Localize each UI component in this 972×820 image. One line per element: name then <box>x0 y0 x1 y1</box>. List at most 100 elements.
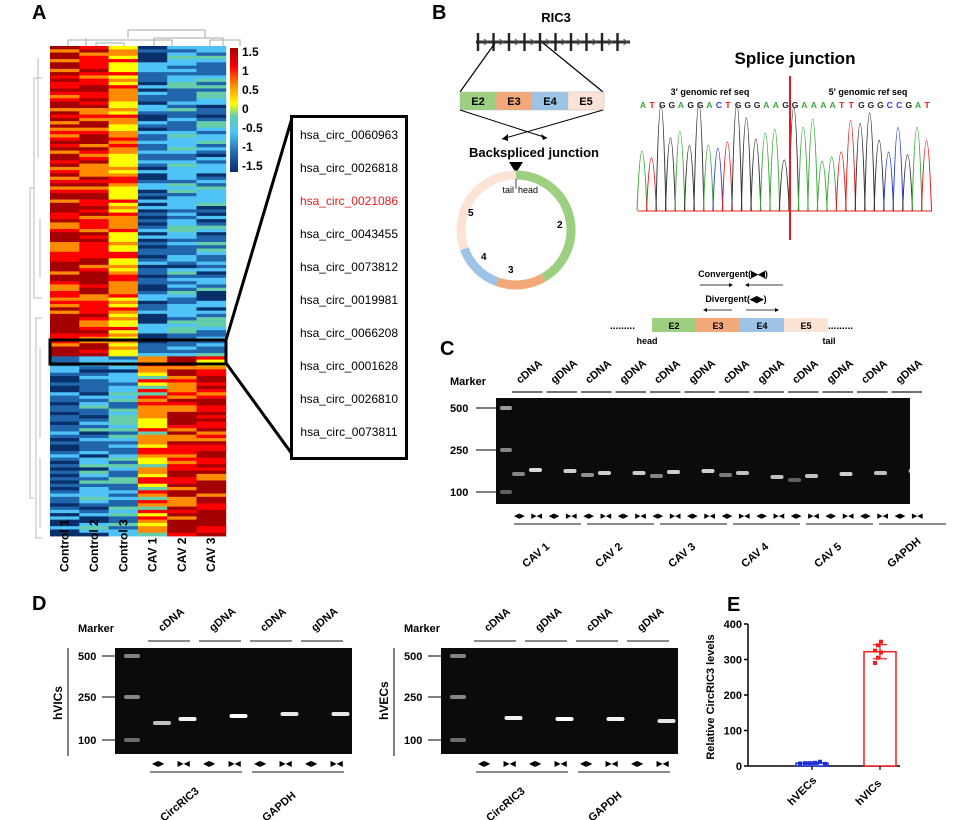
primer-icon: ▶◀ <box>657 759 670 768</box>
heatmap-cell <box>137 431 168 436</box>
heatmap-cell <box>167 95 197 99</box>
heatmap-cell <box>196 196 227 200</box>
data-point <box>813 760 817 765</box>
heatmap-cell <box>50 487 80 491</box>
gel-band <box>124 654 140 658</box>
heatmap-cell <box>137 509 168 514</box>
heatmap-cell <box>50 179 80 184</box>
heatmap-cell <box>79 163 109 168</box>
heatmap-cell <box>108 176 139 181</box>
heatmap-cell <box>108 242 139 246</box>
base-letter: A <box>773 100 779 110</box>
base-letter: G <box>877 100 884 110</box>
ref3-label: 3′ genomic ref seq <box>671 87 750 97</box>
circ-segment <box>515 170 576 282</box>
heatmap-cell <box>167 473 197 478</box>
heatmap-cell <box>79 238 109 243</box>
heatmap-cell <box>79 307 109 311</box>
heatmap-cell <box>167 121 197 125</box>
primer-icon: ▶◀ <box>704 513 715 520</box>
heatmap-cell <box>167 284 197 289</box>
heatmap-cell <box>79 323 109 328</box>
heatmap-cell <box>167 225 197 230</box>
heatmap-cell <box>137 183 168 187</box>
heatmap-cell <box>137 405 168 409</box>
heatmap-cell <box>196 176 227 181</box>
primer-icon: ◀▶ <box>756 513 767 520</box>
primer-icon: ▶◀ <box>178 759 191 768</box>
trace-peak <box>873 139 885 212</box>
heatmap-cell <box>79 490 109 494</box>
group-label: GAPDH <box>260 790 298 820</box>
base-letter: A <box>640 100 646 110</box>
heatmap-cell <box>167 418 197 423</box>
heatmap-cell <box>79 101 109 106</box>
data-point <box>876 643 880 648</box>
heatmap-cell <box>50 150 80 155</box>
heatmap-cell <box>50 212 80 217</box>
base-letter: A <box>763 100 769 110</box>
gene-exon <box>616 33 619 51</box>
heatmap-cell <box>167 88 197 93</box>
heatmap-cell <box>108 513 139 517</box>
heatmap-cell <box>79 160 109 164</box>
heatmap-cell <box>108 81 139 86</box>
heatmap-cell <box>196 490 227 494</box>
heatmap-cell <box>50 451 80 455</box>
heatmap-cell <box>79 277 109 282</box>
heatmap-cell <box>50 438 80 442</box>
heatmap-cell <box>50 500 80 504</box>
heatmap-cell <box>79 228 109 233</box>
heatmap-cell <box>167 127 197 132</box>
heatmap-cell <box>196 255 227 259</box>
heatmap-cell <box>167 522 197 527</box>
heatmap-cell <box>167 415 197 419</box>
heatmap-cell <box>50 421 80 426</box>
heatmap-cell <box>196 150 227 155</box>
marker-label: Marker <box>78 623 115 635</box>
segment-label: 4 <box>481 252 487 263</box>
heatmap-cell <box>196 114 227 119</box>
heatmap-cell <box>50 111 80 115</box>
heatmap-cell <box>196 88 227 93</box>
heatmap-cell <box>79 78 109 83</box>
heatmap-cell <box>167 147 197 151</box>
heatmap-cell <box>108 166 139 171</box>
heatmap-cell <box>79 215 109 220</box>
heatmap-cell <box>108 212 139 217</box>
heatmap-cell <box>50 144 80 148</box>
heatmap-cell <box>50 392 80 396</box>
gel-image <box>115 648 352 754</box>
lane-label: cDNA <box>584 606 615 634</box>
heatmap-cell <box>196 98 227 102</box>
lane-label: gDNA <box>618 357 649 386</box>
heatmap-cell <box>79 62 109 66</box>
circrna-item: hsa_circ_0060963 <box>299 128 399 142</box>
heatmap-cell <box>167 104 197 109</box>
heatmap-cell <box>137 72 168 76</box>
heatmap-cell <box>137 264 168 269</box>
heatmap-cell <box>137 287 168 292</box>
heatmap-cell <box>79 248 109 253</box>
heatmap-cell <box>108 398 139 403</box>
size-tick: 500 <box>450 403 468 415</box>
heatmap-cell <box>137 428 168 432</box>
primer-icon: ◀▶ <box>631 759 644 768</box>
heatmap-cell <box>50 522 80 527</box>
heatmap-cell <box>167 186 197 191</box>
primer-icon: ◀▶ <box>549 513 560 520</box>
gel-band <box>736 471 749 475</box>
colorbar-tick: -0.5 <box>242 121 263 135</box>
heatmap-cell <box>108 147 139 151</box>
lane-label: cDNA <box>859 358 890 386</box>
heatmap-cell <box>196 353 227 357</box>
heatmap-cell <box>196 359 227 364</box>
heatmap-cell <box>137 209 168 213</box>
heatmap-cell <box>167 457 197 462</box>
heatmap-cell <box>108 477 139 481</box>
heatmap-cell <box>50 519 80 524</box>
heatmap-cell <box>167 382 197 387</box>
heatmap-cell <box>108 186 139 191</box>
primer-icon: ▶◀ <box>774 513 785 520</box>
heatmap-cell <box>79 516 109 521</box>
